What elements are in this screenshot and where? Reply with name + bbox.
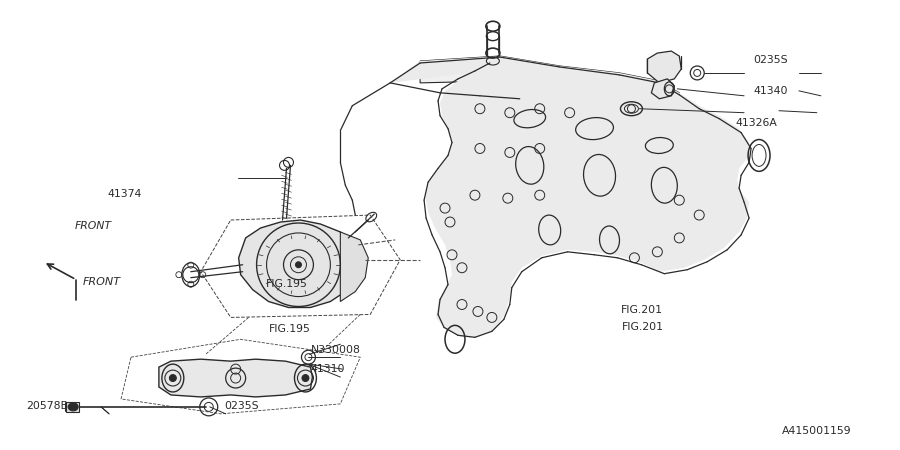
Text: 20578B: 20578B — [26, 401, 68, 411]
Ellipse shape — [68, 403, 78, 411]
Text: FIG.195: FIG.195 — [268, 324, 310, 334]
Text: 0235S: 0235S — [224, 401, 258, 411]
Text: 41374: 41374 — [107, 189, 141, 199]
Text: 41326A: 41326A — [735, 118, 778, 128]
Text: FIG.195: FIG.195 — [266, 279, 308, 289]
Text: FRONT: FRONT — [75, 221, 112, 231]
Polygon shape — [647, 51, 681, 83]
Polygon shape — [238, 220, 358, 307]
Polygon shape — [67, 402, 79, 412]
Polygon shape — [340, 232, 368, 302]
Text: FIG.201: FIG.201 — [622, 322, 663, 333]
Text: 0235S: 0235S — [753, 54, 788, 64]
Text: N330008: N330008 — [310, 345, 361, 355]
Text: A415001159: A415001159 — [782, 426, 851, 436]
Text: 41310: 41310 — [310, 364, 346, 374]
Polygon shape — [420, 56, 680, 111]
Circle shape — [295, 262, 302, 268]
Circle shape — [169, 374, 176, 382]
Text: FRONT: FRONT — [83, 277, 122, 287]
Polygon shape — [391, 56, 749, 338]
Polygon shape — [159, 359, 312, 397]
Text: 41340: 41340 — [753, 86, 788, 96]
Circle shape — [302, 374, 309, 382]
Text: FIG.201: FIG.201 — [620, 305, 662, 315]
Polygon shape — [652, 79, 674, 99]
